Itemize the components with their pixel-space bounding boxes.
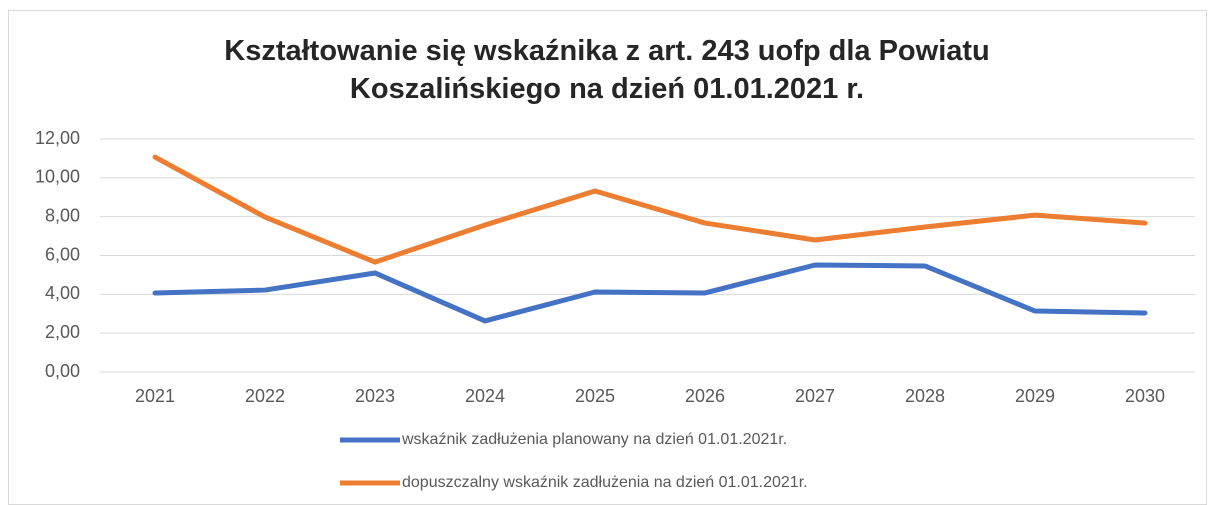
chart-title: Kształtowanie się wskaźnika z art. 243 u… [224, 35, 990, 105]
y-tick-label: 12,00 [35, 128, 80, 148]
y-tick-label: 8,00 [45, 205, 80, 225]
chart-frame [8, 10, 1207, 505]
x-tick-label: 2028 [905, 386, 945, 406]
x-tick-label: 2026 [685, 386, 725, 406]
y-tick-label: 4,00 [45, 283, 80, 303]
x-tick-label: 2027 [795, 386, 835, 406]
x-tick-label: 2029 [1015, 386, 1055, 406]
y-tick-label: 6,00 [45, 244, 80, 264]
x-tick-label: 2030 [1125, 386, 1165, 406]
y-tick-label: 2,00 [45, 322, 80, 342]
x-tick-label: 2025 [575, 386, 615, 406]
legend-label: dopuszczalny wskaźnik zadłużenia na dzie… [402, 474, 808, 491]
x-tick-label: 2024 [465, 386, 505, 406]
series-line [152, 262, 1148, 324]
y-tick-label: 0,00 [45, 361, 80, 381]
x-tick-label: 2021 [135, 386, 175, 406]
x-tick-label: 2022 [245, 386, 285, 406]
y-tick-label: 10,00 [35, 167, 80, 187]
series-line [152, 154, 1148, 265]
x-tick-label: 2023 [355, 386, 395, 406]
legend-label: wskaźnik zadłużenia planowany na dzień 0… [401, 431, 787, 448]
